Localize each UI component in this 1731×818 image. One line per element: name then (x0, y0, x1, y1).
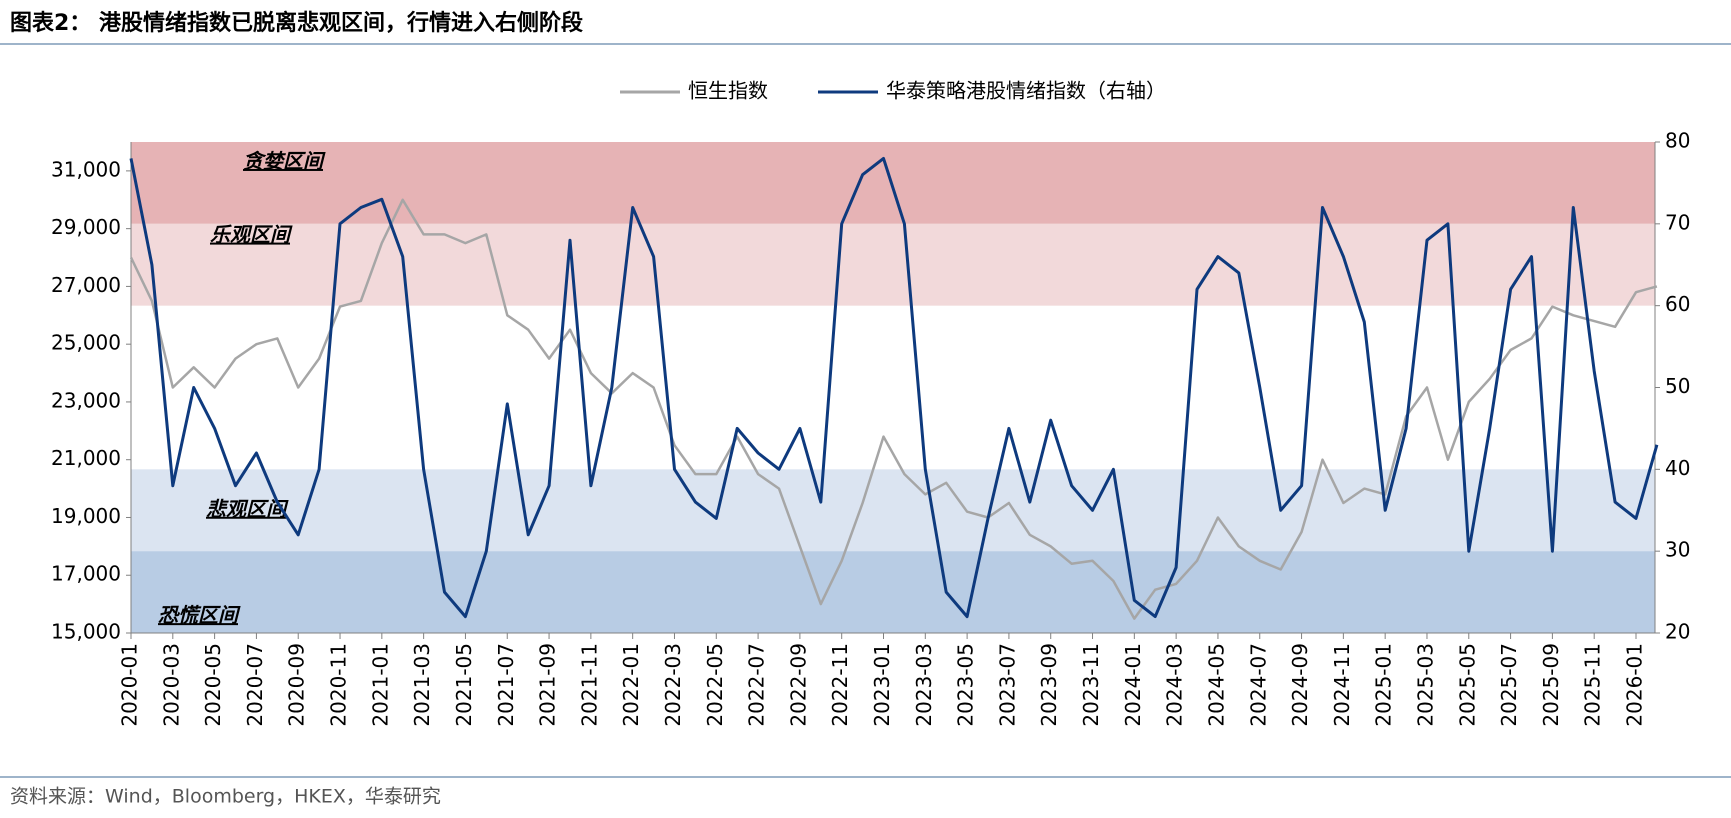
x-tick-label: 2025-05 (1455, 643, 1479, 727)
x-tick-label: 2020-01 (118, 643, 142, 727)
x-tick-label: 2023-07 (995, 643, 1019, 727)
x-tick-label: 2021-07 (494, 643, 518, 727)
x-tick-label: 2020-05 (201, 643, 225, 727)
x-tick-label: 2021-01 (368, 643, 392, 727)
y-tick-label: 25,000 (51, 331, 121, 355)
x-tick-label: 2022-03 (661, 643, 685, 727)
zone-label: 贪婪区间 (243, 149, 326, 173)
x-tick-label: 2020-07 (243, 643, 267, 727)
zone-label: 乐观区间 (210, 223, 293, 247)
x-tick-label: 2021-09 (536, 643, 560, 727)
x-tick-label: 2022-01 (619, 643, 643, 727)
x-tick-label: 2025-11 (1581, 643, 1605, 727)
y2-tick-label: 50 (1665, 374, 1690, 398)
x-tick-label: 2025-07 (1497, 643, 1521, 727)
x-tick-label: 2024-01 (1121, 643, 1145, 727)
y2-tick-label: 80 (1665, 129, 1690, 153)
zone-label: 恐慌区间 (158, 603, 241, 627)
zone-band (131, 142, 1655, 224)
x-tick-label: 2021-11 (577, 643, 601, 727)
x-tick-label: 2025-03 (1413, 643, 1437, 727)
y-tick-label: 23,000 (51, 388, 121, 412)
y2-tick-label: 60 (1665, 292, 1690, 316)
x-tick-label: 2024-05 (1204, 643, 1228, 727)
x-tick-label: 2022-07 (745, 643, 769, 727)
series-line (129, 156, 1659, 619)
x-tick-label: 2020-09 (285, 643, 309, 727)
y-tick-label: 31,000 (51, 157, 121, 181)
x-tick-label: 2023-03 (912, 643, 936, 727)
legend-label: 华泰策略港股情绪指数（右轴） (886, 79, 1166, 103)
x-tick-label: 2024-03 (1163, 643, 1187, 727)
y-tick-label: 19,000 (51, 504, 121, 528)
x-tick-label: 2023-05 (954, 643, 978, 727)
y2-tick-label: 20 (1665, 620, 1690, 644)
x-tick-label: 2025-09 (1539, 643, 1563, 727)
x-tick-label: 2020-11 (327, 643, 351, 727)
x-tick-label: 2022-09 (786, 643, 810, 727)
y-tick-label: 27,000 (51, 273, 121, 297)
zone-band (131, 223, 1655, 306)
x-tick-label: 2024-09 (1288, 643, 1312, 727)
chart-title: 图表2： 港股情绪指数已脱离悲观区间，行情进入右侧阶段 (10, 10, 583, 36)
x-tick-label: 2023-01 (870, 643, 894, 727)
zone-band (131, 551, 1655, 633)
x-tick-label: 2024-11 (1330, 643, 1354, 727)
x-tick-label: 2023-09 (1037, 643, 1061, 727)
x-tick-label: 2026-01 (1623, 643, 1647, 727)
y-tick-label: 15,000 (51, 620, 121, 644)
x-tick-label: 2021-03 (410, 643, 434, 727)
x-tick-label: 2022-05 (703, 643, 727, 727)
y2-tick-label: 30 (1665, 538, 1690, 562)
legend-label: 恒生指数 (688, 79, 768, 103)
y-tick-label: 21,000 (51, 446, 121, 470)
y2-tick-label: 40 (1665, 456, 1690, 480)
x-tick-label: 2024-07 (1246, 643, 1270, 727)
zone-band (131, 469, 1655, 552)
x-tick-label: 2020-03 (159, 643, 183, 727)
y2-tick-label: 70 (1665, 210, 1690, 234)
source-note: 资料来源：Wind，Bloomberg，HKEX，华泰研究 (10, 786, 441, 808)
series-line (129, 198, 1658, 620)
x-tick-label: 2021-05 (452, 643, 476, 727)
x-tick-label: 2023-11 (1079, 643, 1103, 727)
x-tick-label: 2025-01 (1372, 643, 1396, 727)
y-tick-label: 17,000 (51, 562, 121, 586)
x-tick-label: 2022-11 (828, 643, 852, 727)
y-tick-label: 29,000 (51, 215, 121, 239)
